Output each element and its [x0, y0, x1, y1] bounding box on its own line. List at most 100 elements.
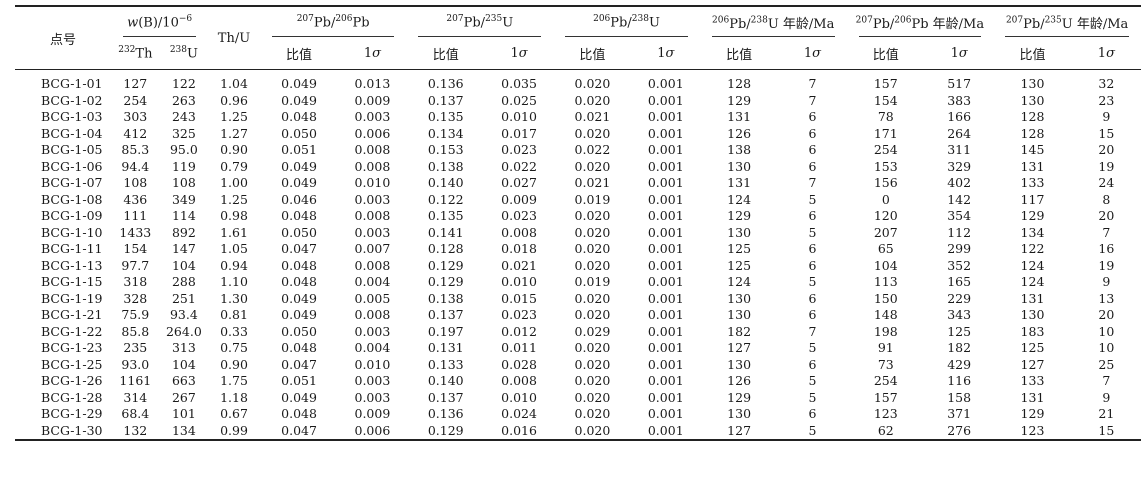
table-cell: 119: [171, 158, 196, 174]
table-cell: 68.4: [121, 406, 150, 422]
table-cell: 0.018: [501, 241, 537, 257]
table-cell: 158: [947, 389, 972, 405]
table-cell: 154: [873, 92, 898, 108]
table-cell: 0.050: [281, 224, 317, 240]
table-cell: 0.006: [354, 125, 391, 141]
table-cell: 0.001: [647, 224, 684, 240]
table-cell: 19: [1098, 257, 1115, 273]
table-cell: 354: [947, 208, 972, 224]
table-cell: 251: [171, 290, 196, 306]
table-cell: 254: [873, 142, 898, 158]
table-cell: 0.048: [281, 406, 317, 422]
table-cell: 91: [877, 340, 894, 356]
table-cell: 0.137: [427, 307, 464, 323]
table-cell: 113: [873, 274, 898, 290]
table-cell: 1.75: [220, 373, 248, 389]
table-cell: 0.001: [647, 422, 684, 438]
table-cell: 0.008: [501, 224, 537, 240]
table-cell: 0.008: [354, 257, 391, 273]
table-cell: 0.049: [281, 92, 317, 108]
table-cell: 0.009: [501, 191, 537, 207]
table-cell: 127: [727, 340, 752, 356]
table-row: BCG-1-04 412 325 1.27 0.050 0.006 0.134 0.017 0.…: [15, 126, 1141, 143]
table-cell: 134: [171, 422, 196, 438]
table-cell: 0.048: [281, 274, 317, 290]
table-cell: 0.004: [354, 340, 391, 356]
table-cell: 6: [808, 125, 817, 141]
table-cell: 0.009: [354, 406, 391, 422]
table-cell: 157: [873, 76, 898, 92]
table-cell: 0.001: [647, 208, 684, 224]
table-cell: 5: [808, 191, 817, 207]
col-ratio: 比值: [1019, 47, 1046, 63]
table-cell: 0.003: [354, 373, 391, 389]
table-cell: 0.035: [501, 76, 537, 92]
table-cell: 111: [123, 208, 148, 224]
table-cell: 0.134: [427, 125, 464, 141]
table-cell: 349: [171, 191, 196, 207]
table-cell: 1.30: [220, 290, 248, 306]
table-cell: 0.020: [574, 406, 611, 422]
table-cell: 125: [727, 257, 752, 273]
table-row: BCG-1-11 154 147 1.05 0.047 0.007 0.128 0.018 0.…: [15, 241, 1141, 258]
table-cell: 0.138: [427, 290, 464, 306]
zircon-u-pb-table: 点号 w(B)/10−6 Th/U 207Pb/206Pb 207Pb/235U…: [15, 5, 1141, 441]
table-cell: 402: [947, 175, 972, 191]
table-cell: 314: [123, 389, 148, 405]
cell-sample-id: BCG-1-25: [41, 356, 103, 372]
table-cell: 13: [1098, 290, 1115, 306]
table-cell: 0.001: [647, 274, 684, 290]
table-cell: 0.020: [574, 422, 611, 438]
table-cell: 85.8: [121, 323, 150, 339]
table-cell: 131: [1020, 290, 1045, 306]
table-cell: 122: [171, 76, 196, 92]
table-cell: 62: [877, 422, 894, 438]
cell-sample-id: BCG-1-09: [41, 208, 103, 224]
table-cell: 0.001: [647, 389, 684, 405]
table-cell: 0.022: [574, 142, 611, 158]
col-ratio: 比值: [579, 47, 606, 63]
table-cell: 1433: [119, 224, 152, 240]
table-cell: 0.047: [281, 356, 317, 372]
table-cell: 0.021: [501, 257, 537, 273]
table-cell: 0.129: [427, 257, 464, 273]
table-cell: 311: [947, 142, 972, 158]
col-sigma: 1σ: [803, 45, 822, 61]
table-cell: 303: [123, 109, 148, 125]
cell-sample-id: BCG-1-19: [41, 290, 103, 306]
cell-sample-id: BCG-1-06: [41, 158, 103, 174]
table-cell: 198: [873, 323, 898, 339]
table-cell: 10: [1098, 340, 1115, 356]
table-cell: 0.012: [501, 323, 537, 339]
table-cell: 0.020: [574, 356, 611, 372]
table-row: BCG-1-15 318 288 1.10 0.048 0.004 0.129 0.010 0.…: [15, 274, 1141, 291]
table-row: BCG-1-30 132 134 0.99 0.047 0.006 0.129 0.016 0.…: [15, 423, 1141, 441]
table-cell: 0.133: [427, 356, 464, 372]
table-cell: 0.008: [354, 158, 391, 174]
table-cell: 0.79: [220, 158, 248, 174]
table-row: BCG-1-21 75.9 93.4 0.81 0.049 0.008 0.137 0.023…: [15, 307, 1141, 324]
table-cell: 254: [123, 92, 148, 108]
table-cell: 125: [727, 241, 752, 257]
table-cell: 124: [727, 191, 752, 207]
table-cell: 0.129: [427, 422, 464, 438]
table-cell: 383: [947, 92, 972, 108]
table-cell: 0.049: [281, 76, 317, 92]
table-cell: 1.04: [220, 76, 248, 92]
table-cell: 235: [123, 340, 148, 356]
table-cell: 0.023: [501, 142, 537, 158]
table-cell: 131: [1020, 389, 1045, 405]
cell-sample-id: BCG-1-11: [41, 241, 103, 257]
table-cell: 129: [727, 92, 752, 108]
table-cell: 112: [947, 224, 972, 240]
table-cell: 0.009: [354, 92, 391, 108]
table-cell: 0.94: [220, 257, 248, 273]
table-cell: 0.010: [501, 109, 537, 125]
table-cell: 325: [171, 125, 196, 141]
table-cell: 0.007: [354, 241, 391, 257]
table-cell: 0.024: [501, 406, 537, 422]
table-cell: 0.029: [574, 323, 611, 339]
table-cell: 0: [881, 191, 890, 207]
table-cell: 0.137: [427, 92, 464, 108]
table-cell: 0.010: [501, 274, 537, 290]
